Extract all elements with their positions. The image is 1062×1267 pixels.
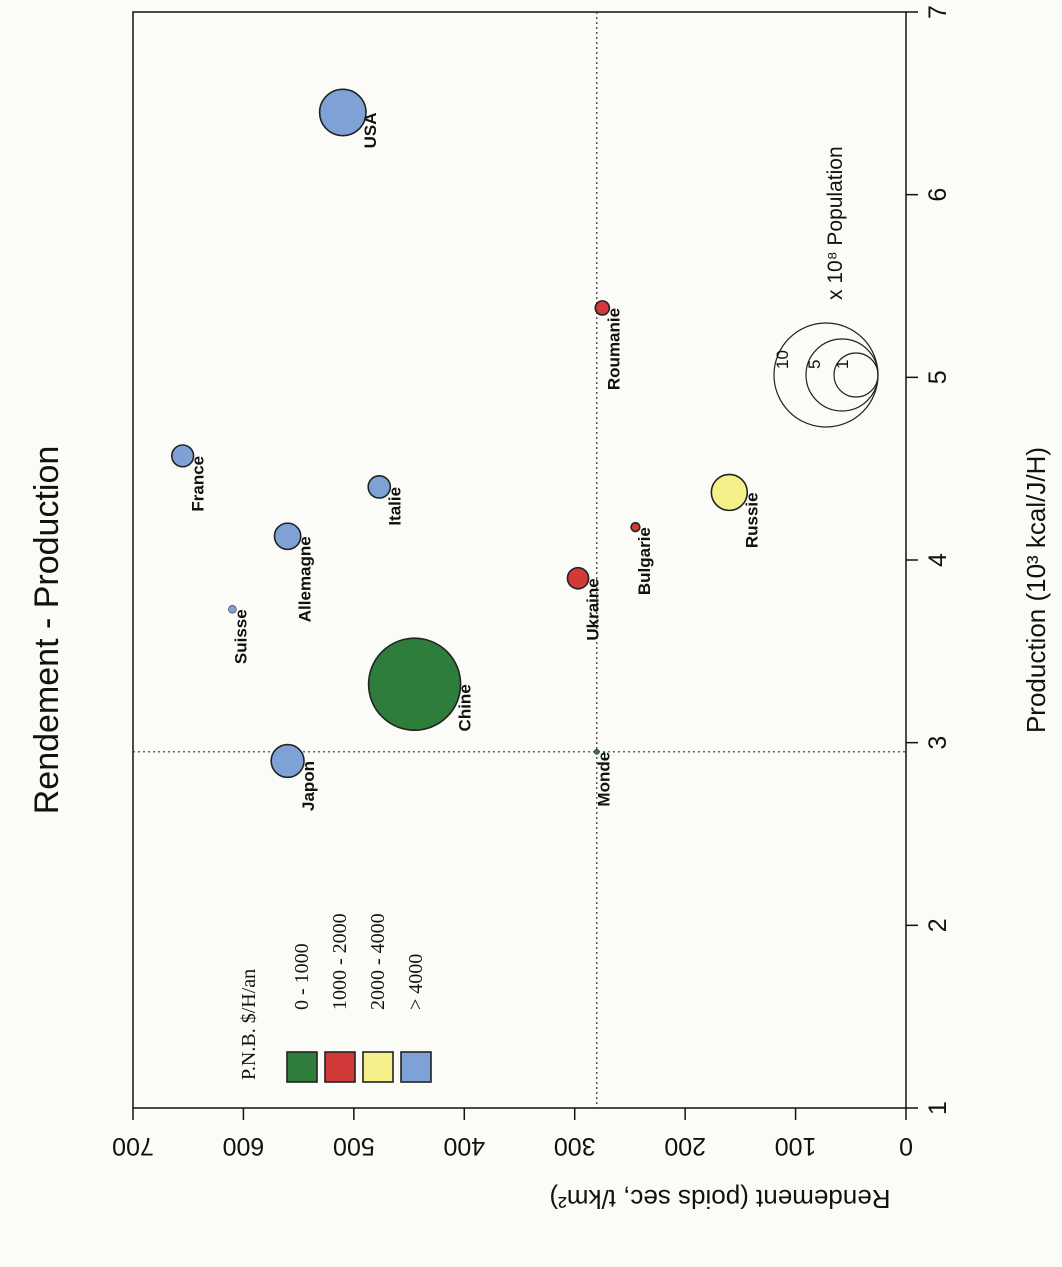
y-axis-title-text: Production (10³ kcal/J/H)	[1021, 447, 1051, 733]
legend-label: > 4000	[405, 954, 427, 1010]
y-axis-title: Production (10³ kcal/J/H)	[1021, 447, 1051, 733]
y-tick-label: 1	[924, 1101, 952, 1115]
x-tick-label: 0	[899, 1132, 913, 1160]
point-chine	[367, 637, 462, 732]
legend-title: P.N.B. $/H/an	[238, 969, 260, 1080]
size-legend-value: 5	[805, 360, 824, 369]
data-points: USA France Italie Allemagne Suisse Japon Chine…	[171, 88, 761, 811]
x-axis-title: Rendement (poids sec, t/km²)	[549, 1184, 890, 1214]
point-label: Russie	[742, 492, 761, 548]
point-monde	[593, 748, 600, 755]
point-usa	[318, 88, 367, 137]
legend-label: 2000 - 4000	[367, 913, 389, 1010]
point-label: Chine	[456, 684, 475, 731]
tick-labels: 0 100 200 300 400 500 600 700 1 2 3 4 5 6 7	[112, 5, 952, 1160]
y-tick-label: 2	[924, 918, 952, 932]
y-tick-label: 4	[924, 553, 952, 567]
legend-swatch	[286, 1051, 318, 1083]
point-russie	[710, 473, 749, 512]
point-label: Japon	[299, 761, 318, 811]
size-legend-label: x 10⁸ Population	[824, 146, 847, 300]
size-legend-value: 1	[833, 360, 852, 369]
legend-swatch	[324, 1051, 356, 1083]
point-roumanie	[594, 300, 611, 316]
legend-swatch	[362, 1051, 394, 1083]
legend-label: 1000 - 2000	[329, 913, 351, 1010]
point-label: Allemagne	[296, 536, 315, 622]
point-label: USA	[361, 112, 380, 148]
y-tick-label: 5	[924, 370, 952, 384]
x-tick-label: 200	[664, 1132, 706, 1160]
size-legend-circle	[773, 322, 879, 428]
y-tick-label: 3	[924, 736, 952, 750]
point-label: Roumanie	[604, 308, 623, 390]
x-tick-label: 100	[775, 1132, 817, 1160]
point-france	[171, 444, 195, 468]
point-italie	[367, 475, 392, 499]
point-label: Ukraine	[584, 578, 603, 640]
point-label: Italie	[385, 487, 404, 526]
point-japon	[270, 743, 305, 779]
point-ukraine	[566, 566, 590, 590]
x-tick-label: 300	[554, 1132, 596, 1160]
point-label: Suisse	[231, 609, 250, 664]
point-label: Bulgarie	[635, 527, 654, 595]
y-tick-label: 6	[924, 188, 952, 202]
size-legend: 15 10 x 10⁸ Population	[773, 146, 879, 428]
chart-title: Rendement - Production	[28, 446, 66, 815]
x-tick-label: 400	[443, 1132, 485, 1160]
x-tick-label: 600	[223, 1132, 265, 1160]
color-legend: P.N.B. $/H/an 0 - 1000 1000 - 2000 2000 - 4…	[238, 913, 432, 1083]
point-label: Monde	[594, 752, 613, 807]
point-label: France	[189, 456, 208, 512]
legend-label: 0 - 1000	[291, 943, 313, 1010]
point-suisse	[228, 605, 237, 614]
point-bulgarie	[630, 521, 641, 533]
point-allemagne	[273, 522, 302, 551]
size-legend-value: 10	[773, 350, 792, 369]
legend-swatch	[400, 1051, 432, 1083]
x-tick-label: 500	[333, 1132, 375, 1160]
x-tick-label: 700	[112, 1132, 154, 1160]
y-tick-label: 7	[924, 5, 952, 19]
